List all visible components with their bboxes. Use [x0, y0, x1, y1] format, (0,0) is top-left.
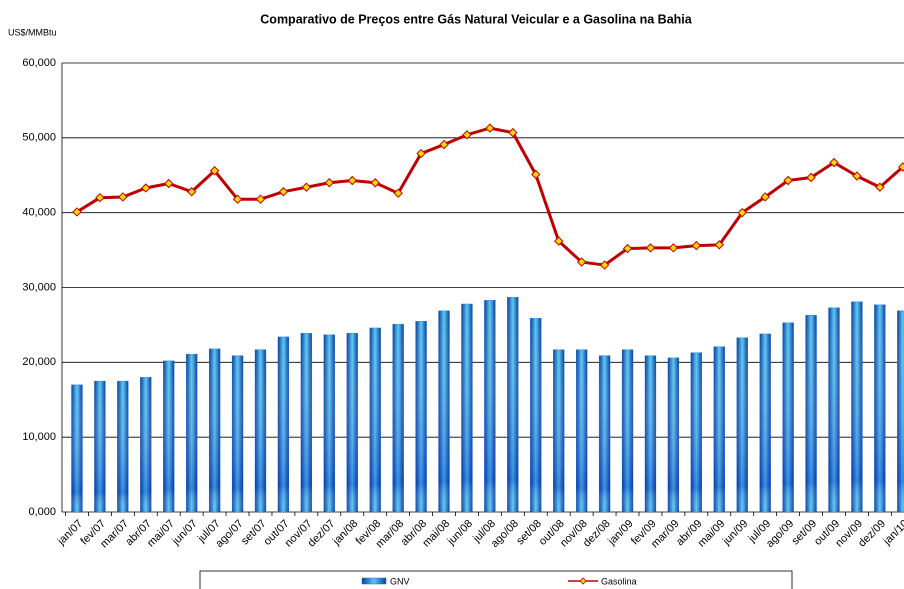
marker [668, 243, 679, 253]
legend-label: Gasolina [601, 576, 637, 586]
bar-shade [599, 355, 611, 512]
y-tick-label: 10,000 [22, 431, 56, 443]
marker [416, 148, 426, 159]
bar-shade [736, 337, 748, 512]
bar-shade [851, 301, 863, 512]
bar-shade [438, 310, 450, 512]
bar-shade [163, 360, 175, 512]
marker [645, 243, 656, 253]
x-tick-label: jan/07 [55, 518, 85, 548]
bar-shade [690, 352, 702, 512]
marker [72, 207, 82, 217]
y-tick-label: 30,000 [22, 281, 56, 293]
marker [186, 187, 197, 197]
bar-shade [576, 349, 588, 512]
marker [164, 178, 174, 189]
bar-shade [300, 333, 312, 512]
bar-shade [782, 322, 794, 512]
bar-shade [805, 315, 817, 512]
marker [576, 257, 587, 267]
marker [622, 243, 633, 254]
bar-shade [323, 334, 335, 512]
y-tick-label: 0,000 [28, 506, 56, 518]
marker [806, 172, 816, 183]
marker [439, 139, 449, 150]
bar-shade [117, 381, 129, 512]
marker [141, 183, 151, 193]
marker [209, 166, 220, 176]
marker [714, 240, 724, 250]
legend-marker [579, 577, 587, 585]
x-tick-label: jan/08 [330, 518, 360, 548]
marker [531, 169, 541, 180]
bar-shade [759, 333, 771, 512]
bar-shade [71, 384, 83, 512]
bar-shade [644, 355, 656, 512]
marker [485, 123, 495, 133]
bar-shade [254, 349, 266, 512]
marker [462, 130, 472, 140]
marker [255, 194, 266, 204]
y-tick-label: 40,000 [22, 207, 56, 219]
bar-shade [874, 304, 886, 512]
marker [301, 182, 312, 192]
bar-shade [209, 348, 221, 512]
marker [370, 178, 380, 188]
bar-shade [277, 336, 289, 512]
bar-shade [140, 377, 152, 512]
y-tick-label: 50,000 [22, 132, 56, 144]
marker [875, 182, 885, 192]
bar-shade [667, 357, 679, 512]
marker [898, 162, 904, 172]
bar-shade [415, 321, 427, 512]
legend-box [199, 570, 793, 589]
bar-shade [553, 349, 565, 512]
x-tick-label: jun/09 [720, 518, 750, 548]
legend-label: GNV [390, 576, 410, 586]
x-tick-label: jun/08 [445, 518, 475, 548]
y-tick-label: 20,000 [22, 356, 56, 368]
marker [783, 175, 793, 186]
marker [599, 260, 610, 270]
marker [278, 187, 289, 197]
bar-shade [94, 381, 106, 512]
bar-shade [186, 354, 198, 512]
legend-swatch [361, 577, 387, 585]
bar-shade [484, 300, 496, 512]
marker [118, 192, 128, 202]
x-tick-label: jun/07 [169, 518, 199, 548]
marker [347, 175, 357, 186]
y-tick-label: 60,000 [22, 57, 56, 69]
marker [760, 192, 770, 202]
marker [691, 240, 702, 251]
marker [232, 194, 243, 204]
x-tick-label: jan/09 [605, 518, 635, 548]
bar-shade [828, 307, 840, 512]
bar-shade [622, 349, 634, 512]
bar-shade [507, 297, 519, 512]
marker [508, 127, 518, 138]
bar-shade [232, 355, 244, 512]
marker [829, 157, 839, 168]
bar-shade [461, 303, 473, 512]
bar-shade [392, 324, 404, 512]
marker [852, 171, 862, 181]
bar-shade [530, 318, 542, 512]
bar-shade [346, 333, 358, 512]
line [76, 126, 904, 267]
chart-title: Comparativo de Preços entre Gás Natural … [260, 12, 692, 26]
bar-shade [369, 327, 381, 512]
bar-shade [713, 346, 725, 512]
marker [95, 192, 105, 203]
y-axis-label: US$/MMBtu [8, 27, 57, 37]
marker [393, 188, 403, 198]
marker [324, 178, 335, 188]
marker [554, 236, 564, 246]
marker [737, 207, 747, 218]
bar-shade [897, 310, 904, 512]
